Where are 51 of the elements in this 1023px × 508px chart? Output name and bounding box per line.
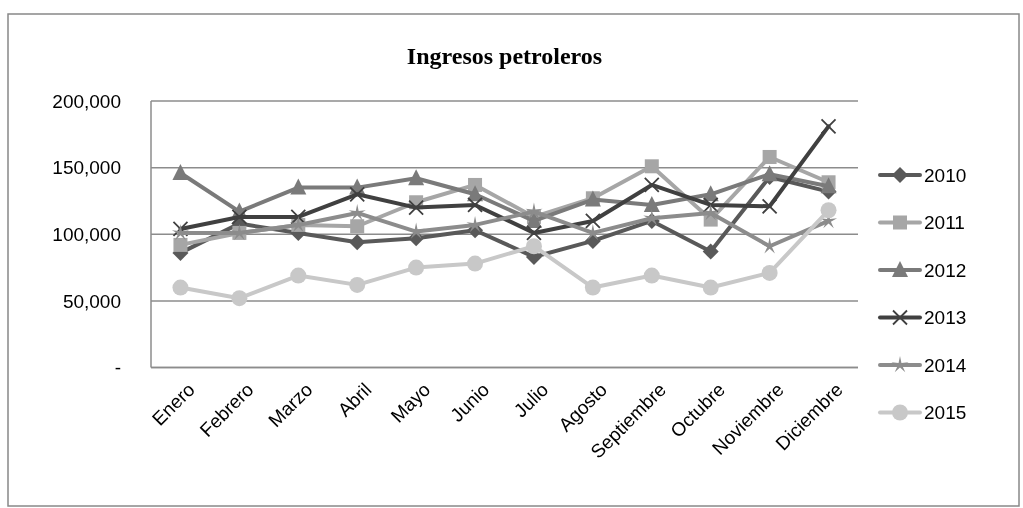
- point: [820, 202, 837, 219]
- point: [173, 237, 188, 252]
- point: [348, 203, 366, 221]
- point: [349, 234, 366, 251]
- point: [171, 223, 190, 241]
- point: [467, 197, 483, 213]
- point: [820, 118, 837, 135]
- chart-title: Ingresos petroleros: [406, 43, 603, 69]
- point: [702, 203, 720, 221]
- point: [584, 213, 601, 229]
- legend-label: 2013: [924, 307, 967, 329]
- point: [290, 178, 307, 195]
- point: [761, 264, 778, 281]
- y-tick-label: -: [114, 357, 121, 379]
- point: [762, 149, 777, 164]
- point: [467, 255, 484, 272]
- point: [172, 221, 189, 237]
- legend-label: 2011: [924, 212, 965, 234]
- point: [231, 209, 248, 225]
- point: [349, 276, 366, 293]
- point: [231, 290, 248, 307]
- point: [761, 198, 778, 215]
- point: [820, 177, 837, 194]
- point: [408, 199, 425, 216]
- legend-label: 2014: [924, 354, 967, 376]
- point: [408, 259, 425, 276]
- point: [349, 186, 366, 203]
- point: [290, 267, 307, 284]
- point: [408, 169, 425, 186]
- x-tick-label: Julio: [509, 378, 553, 422]
- point: [172, 163, 189, 180]
- point: [584, 279, 601, 296]
- point: [172, 279, 189, 296]
- y-tick-label: 100,000: [52, 223, 121, 245]
- point: [644, 159, 659, 174]
- point: [643, 267, 660, 284]
- legend-label: 2010: [924, 164, 967, 186]
- legend-label: 2015: [924, 402, 967, 424]
- point: [702, 197, 719, 213]
- y-tick-label: 200,000: [52, 90, 121, 112]
- point: [290, 209, 307, 225]
- point: [643, 195, 660, 212]
- point: [643, 177, 660, 193]
- legend-label: 2012: [924, 259, 967, 281]
- point: [702, 243, 719, 260]
- point: [526, 225, 542, 241]
- point: [702, 279, 719, 296]
- point: [525, 238, 542, 255]
- point: [350, 219, 365, 234]
- y-tick-label: 50,000: [62, 290, 121, 312]
- y-tick-label: 150,000: [52, 157, 121, 179]
